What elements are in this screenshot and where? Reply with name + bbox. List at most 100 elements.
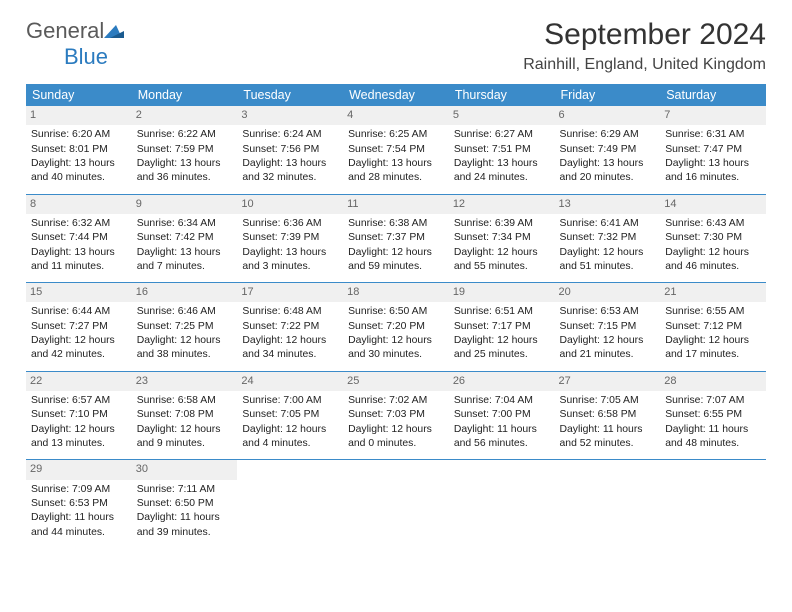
day-body: Sunrise: 6:22 AMSunset: 7:59 PMDaylight:… xyxy=(137,128,233,185)
logo: General Blue xyxy=(26,18,124,70)
day-number: 21 xyxy=(660,283,766,302)
day-cell: 24 Sunrise: 7:00 AMSunset: 7:05 PMDayligh… xyxy=(237,372,343,461)
title-block: September 2024 Rainhill, England, United… xyxy=(523,18,766,74)
day-body: Sunrise: 7:00 AMSunset: 7:05 PMDaylight:… xyxy=(242,394,338,451)
day-number: 7 xyxy=(660,106,766,125)
day-cell: 9Sunrise: 6:34 AMSunset: 7:42 PMDaylight… xyxy=(132,195,238,284)
day-cell: 25 Sunrise: 7:02 AMSunset: 7:03 PMDayligh… xyxy=(343,372,449,461)
day-number: 18 xyxy=(343,283,449,302)
day-number: 8 xyxy=(26,195,132,214)
day-cell: 26Sunrise: 7:04 AMSunset: 7:00 PMDayligh… xyxy=(449,372,555,461)
day-number: 12 xyxy=(449,195,555,214)
day-cell xyxy=(237,460,343,548)
day-number: 5 xyxy=(449,106,555,125)
logo-blue: Blue xyxy=(64,44,108,69)
day-cell: 3 Sunrise: 6:24 AMSunset: 7:56 PMDaylight… xyxy=(237,106,343,195)
day-number: 23 xyxy=(132,372,238,391)
day-body: Sunrise: 6:51 AMSunset: 7:17 PMDaylight:… xyxy=(454,305,550,362)
day-cell: 17 Sunrise: 6:48 AMSunset: 7:22 PMDayligh… xyxy=(237,283,343,372)
day-body: Sunrise: 6:41 AMSunset: 7:32 PMDaylight:… xyxy=(560,217,656,274)
day-header-friday: Friday xyxy=(555,84,661,106)
day-cell: 23 Sunrise: 6:58 AMSunset: 7:08 PMDayligh… xyxy=(132,372,238,461)
day-body: Sunrise: 6:25 AMSunset: 7:54 PMDaylight:… xyxy=(348,128,444,185)
day-body: Sunrise: 6:32 AMSunset: 7:44 PMDaylight:… xyxy=(31,217,127,274)
day-body: Sunrise: 6:55 AMSunset: 7:12 PMDaylight:… xyxy=(665,305,761,362)
triangle-icon xyxy=(104,22,124,38)
week-row: 15 Sunrise: 6:44 AMSunset: 7:27 PMDayligh… xyxy=(26,283,766,372)
day-cell: 20 Sunrise: 6:53 AMSunset: 7:15 PMDayligh… xyxy=(555,283,661,372)
day-number: 13 xyxy=(555,195,661,214)
day-cell: 16 Sunrise: 6:46 AMSunset: 7:25 PMDayligh… xyxy=(132,283,238,372)
week-row: 29Sunrise: 7:09 AMSunset: 6:53 PMDayligh… xyxy=(26,460,766,548)
day-body: Sunrise: 6:44 AMSunset: 7:27 PMDaylight:… xyxy=(31,305,127,362)
day-number: 30 xyxy=(132,460,238,479)
day-body: Sunrise: 6:20 AMSunset: 8:01 PMDaylight:… xyxy=(31,128,127,185)
day-cell: 2 Sunrise: 6:22 AMSunset: 7:59 PMDaylight… xyxy=(132,106,238,195)
day-cell: 28 Sunrise: 7:07 AMSunset: 6:55 PMDayligh… xyxy=(660,372,766,461)
calendar-table: SundayMondayTuesdayWednesdayThursdayFrid… xyxy=(26,84,766,548)
day-header-thursday: Thursday xyxy=(449,84,555,106)
day-body: Sunrise: 6:48 AMSunset: 7:22 PMDaylight:… xyxy=(242,305,338,362)
day-cell: 18 Sunrise: 6:50 AMSunset: 7:20 PMDayligh… xyxy=(343,283,449,372)
day-cell xyxy=(449,460,555,548)
day-body: Sunrise: 6:46 AMSunset: 7:25 PMDaylight:… xyxy=(137,305,233,362)
day-number: 28 xyxy=(660,372,766,391)
day-number: 2 xyxy=(132,106,238,125)
day-cell: 13 Sunrise: 6:41 AMSunset: 7:32 PMDayligh… xyxy=(555,195,661,284)
day-number: 25 xyxy=(343,372,449,391)
day-body: Sunrise: 6:43 AMSunset: 7:30 PMDaylight:… xyxy=(665,217,761,274)
day-number: 15 xyxy=(26,283,132,302)
day-number: 9 xyxy=(132,195,238,214)
week-row: 8 Sunrise: 6:32 AMSunset: 7:44 PMDaylight… xyxy=(26,195,766,284)
day-body: Sunrise: 6:31 AMSunset: 7:47 PMDaylight:… xyxy=(665,128,761,185)
day-cell: 29Sunrise: 7:09 AMSunset: 6:53 PMDayligh… xyxy=(26,460,132,548)
day-cell: 14 Sunrise: 6:43 AMSunset: 7:30 PMDayligh… xyxy=(660,195,766,284)
day-cell: 30 Sunrise: 7:11 AMSunset: 6:50 PMDayligh… xyxy=(132,460,238,548)
day-number: 3 xyxy=(237,106,343,125)
day-cell: 6 Sunrise: 6:29 AMSunset: 7:49 PMDaylight… xyxy=(555,106,661,195)
day-number: 27 xyxy=(555,372,661,391)
day-body: Sunrise: 6:27 AMSunset: 7:51 PMDaylight:… xyxy=(454,128,550,185)
day-cell: 15 Sunrise: 6:44 AMSunset: 7:27 PMDayligh… xyxy=(26,283,132,372)
day-number: 17 xyxy=(237,283,343,302)
header: General Blue September 2024 Rainhill, En… xyxy=(26,18,766,74)
day-cell: 12Sunrise: 6:39 AMSunset: 7:34 PMDayligh… xyxy=(449,195,555,284)
day-body: Sunrise: 7:02 AMSunset: 7:03 PMDaylight:… xyxy=(348,394,444,451)
day-header-monday: Monday xyxy=(132,84,238,106)
day-body: Sunrise: 7:11 AMSunset: 6:50 PMDaylight:… xyxy=(137,483,233,540)
day-body: Sunrise: 7:04 AMSunset: 7:00 PMDaylight:… xyxy=(454,394,550,451)
day-cell: 7 Sunrise: 6:31 AMSunset: 7:47 PMDaylight… xyxy=(660,106,766,195)
day-header-tuesday: Tuesday xyxy=(237,84,343,106)
day-header-saturday: Saturday xyxy=(660,84,766,106)
day-cell: 1Sunrise: 6:20 AMSunset: 8:01 PMDaylight… xyxy=(26,106,132,195)
day-number: 20 xyxy=(555,283,661,302)
day-body: Sunrise: 6:24 AMSunset: 7:56 PMDaylight:… xyxy=(242,128,338,185)
logo-text: General Blue xyxy=(26,18,124,70)
day-body: Sunrise: 6:50 AMSunset: 7:20 PMDaylight:… xyxy=(348,305,444,362)
day-body: Sunrise: 7:05 AMSunset: 6:58 PMDaylight:… xyxy=(560,394,656,451)
day-body: Sunrise: 6:36 AMSunset: 7:39 PMDaylight:… xyxy=(242,217,338,274)
day-cell xyxy=(555,460,661,548)
day-body: Sunrise: 6:58 AMSunset: 7:08 PMDaylight:… xyxy=(137,394,233,451)
day-body: Sunrise: 6:53 AMSunset: 7:15 PMDaylight:… xyxy=(560,305,656,362)
day-header-wednesday: Wednesday xyxy=(343,84,449,106)
day-cell: 4Sunrise: 6:25 AMSunset: 7:54 PMDaylight… xyxy=(343,106,449,195)
day-cell: 22Sunrise: 6:57 AMSunset: 7:10 PMDayligh… xyxy=(26,372,132,461)
day-cell: 10Sunrise: 6:36 AMSunset: 7:39 PMDayligh… xyxy=(237,195,343,284)
day-cell: 8 Sunrise: 6:32 AMSunset: 7:44 PMDaylight… xyxy=(26,195,132,284)
day-number: 6 xyxy=(555,106,661,125)
day-body: Sunrise: 6:38 AMSunset: 7:37 PMDaylight:… xyxy=(348,217,444,274)
day-number: 24 xyxy=(237,372,343,391)
day-cell: 11Sunrise: 6:38 AMSunset: 7:37 PMDayligh… xyxy=(343,195,449,284)
day-number: 19 xyxy=(449,283,555,302)
day-number: 14 xyxy=(660,195,766,214)
day-cell: 27 Sunrise: 7:05 AMSunset: 6:58 PMDayligh… xyxy=(555,372,661,461)
day-header-sunday: Sunday xyxy=(26,84,132,106)
day-header-row: SundayMondayTuesdayWednesdayThursdayFrid… xyxy=(26,84,766,106)
day-cell xyxy=(343,460,449,548)
logo-general: General xyxy=(26,18,104,43)
day-number: 16 xyxy=(132,283,238,302)
day-body: Sunrise: 6:29 AMSunset: 7:49 PMDaylight:… xyxy=(560,128,656,185)
day-cell: 5 Sunrise: 6:27 AMSunset: 7:51 PMDaylight… xyxy=(449,106,555,195)
day-body: Sunrise: 7:07 AMSunset: 6:55 PMDaylight:… xyxy=(665,394,761,451)
